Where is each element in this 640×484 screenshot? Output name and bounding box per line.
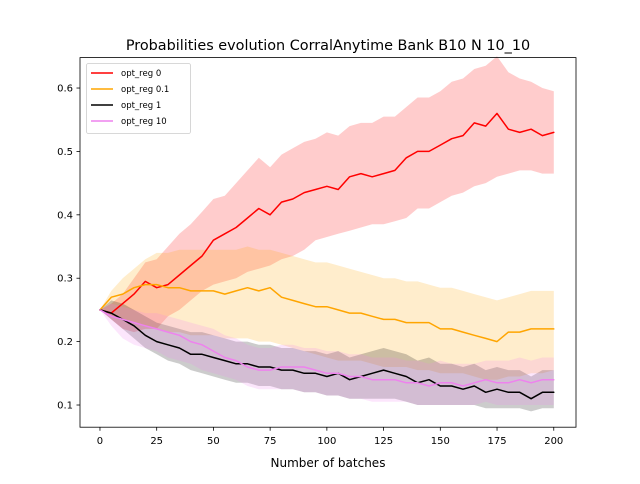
series-lines bbox=[99, 112, 555, 400]
legend-label-opt-reg-1: opt_reg 1 bbox=[121, 101, 161, 111]
legend-box bbox=[86, 63, 191, 134]
line-opt-reg-1 bbox=[99, 309, 555, 400]
y-tick-label: 0.3 bbox=[57, 274, 73, 285]
line-opt-reg-0 bbox=[99, 112, 555, 314]
legend-label-opt-reg-10: opt_reg 10 bbox=[121, 117, 167, 127]
y-tick-label: 0.4 bbox=[57, 210, 73, 221]
y-tick-label: 0.6 bbox=[57, 84, 73, 95]
legend: opt_reg 0 opt_reg 0.1 opt_reg 1 opt_reg 10 bbox=[86, 63, 191, 134]
legend-label-opt-reg-0-1: opt_reg 0.1 bbox=[121, 85, 169, 95]
legend-label-opt-reg-0: opt_reg 0 bbox=[121, 69, 161, 79]
line-opt-reg-0-1 bbox=[99, 283, 555, 343]
x-tick-label: 50 bbox=[207, 436, 220, 447]
x-tick-label: 0 bbox=[97, 436, 103, 447]
x-tick-label: 100 bbox=[317, 436, 336, 447]
x-tick-label: 200 bbox=[544, 436, 563, 447]
x-tick-label: 75 bbox=[264, 436, 277, 447]
band-opt-reg-0 bbox=[100, 56, 554, 333]
confidence-bands bbox=[100, 56, 554, 412]
x-tick-label: 175 bbox=[487, 436, 506, 447]
y-tick-label: 0.1 bbox=[57, 401, 73, 412]
plot-frame bbox=[79, 57, 577, 428]
band-opt-reg-1 bbox=[100, 300, 554, 412]
band-opt-reg-0-1 bbox=[100, 246, 554, 380]
x-tick-label: 25 bbox=[150, 436, 163, 447]
x-axis-ticks: 0 25 50 75 100 125 150 175 200 bbox=[97, 427, 563, 447]
y-tick-label: 0.5 bbox=[57, 147, 73, 158]
y-tick-label: 0.2 bbox=[57, 337, 73, 348]
line-opt-reg-10 bbox=[99, 309, 555, 387]
chart-title: Probabilities evolution CorralAnytime Ba… bbox=[126, 38, 530, 54]
band-opt-reg-10 bbox=[100, 303, 554, 405]
y-axis-ticks: 0.1 0.2 0.3 0.4 0.5 0.6 bbox=[57, 84, 80, 412]
x-axis-label: Number of batches bbox=[271, 456, 386, 470]
x-tick-label: 125 bbox=[374, 436, 393, 447]
x-tick-label: 150 bbox=[431, 436, 450, 447]
